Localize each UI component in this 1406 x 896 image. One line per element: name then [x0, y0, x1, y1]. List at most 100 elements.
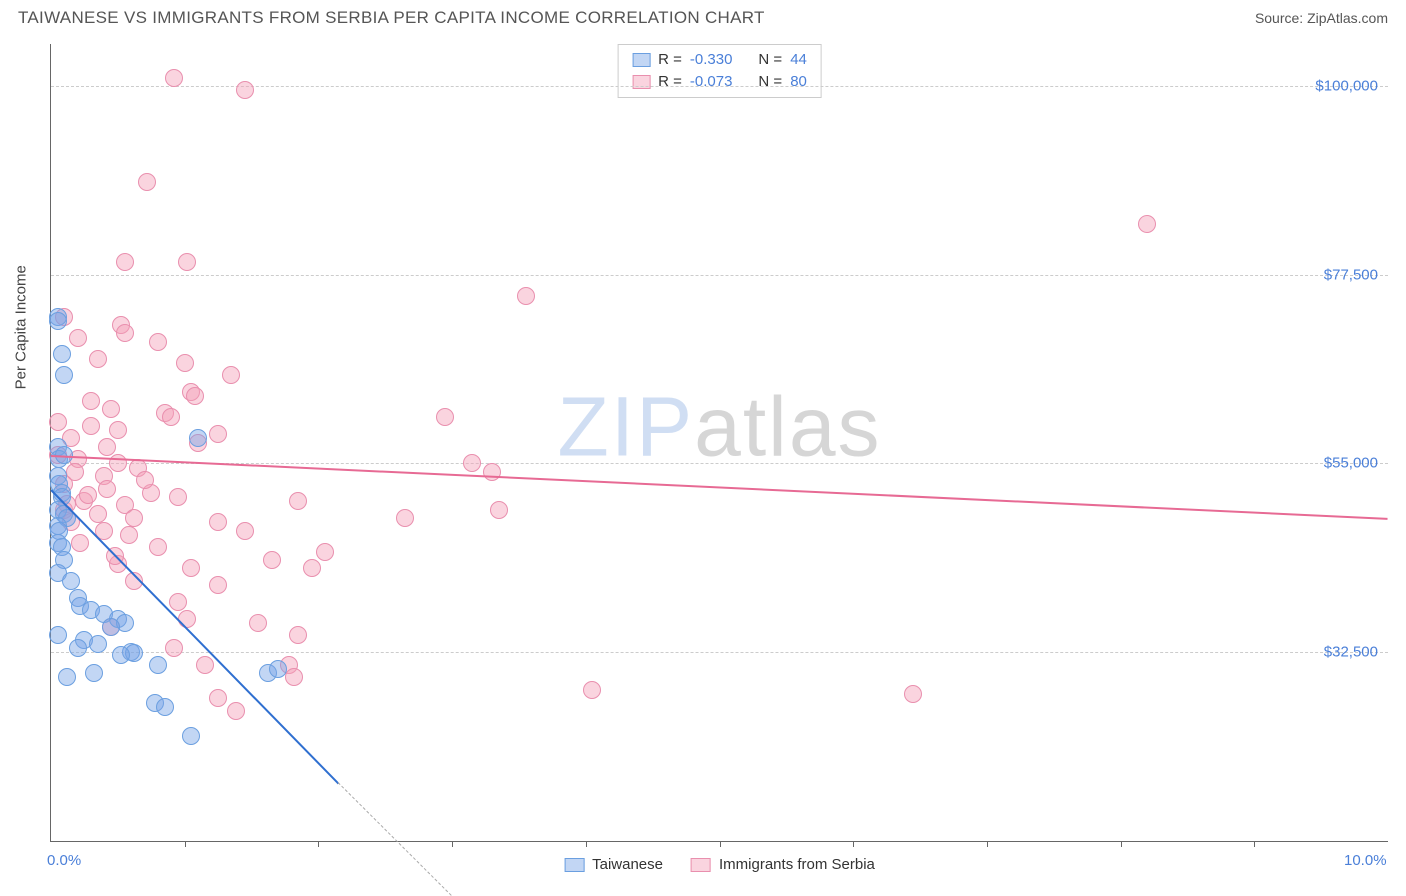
taiwanese-point: [55, 366, 73, 384]
serbia-point: [289, 492, 307, 510]
serbia-point: [82, 417, 100, 435]
serbia-point: [120, 526, 138, 544]
legend-item: Taiwanese: [564, 856, 663, 873]
scatter-chart: Per Capita Income ZIPatlas R =-0.330N =4…: [50, 44, 1388, 842]
n-label: N =: [758, 71, 782, 93]
legend-item: Immigrants from Serbia: [691, 856, 875, 873]
serbia-point: [165, 69, 183, 87]
serbia-point: [517, 287, 535, 305]
serbia-point: [162, 408, 180, 426]
chart-title: TAIWANESE VS IMMIGRANTS FROM SERBIA PER …: [18, 8, 765, 28]
taiwanese-point: [49, 312, 67, 330]
n-value: 44: [790, 49, 807, 71]
serbia-point: [483, 463, 501, 481]
serbia-point: [49, 413, 67, 431]
serbia-point: [285, 668, 303, 686]
serbia-point: [583, 681, 601, 699]
x-tick: [586, 841, 587, 847]
serbia-point: [186, 387, 204, 405]
serbia-point: [263, 551, 281, 569]
x-tick: [853, 841, 854, 847]
r-label: R =: [658, 49, 682, 71]
taiwanese-point: [269, 660, 287, 678]
trend-line: [51, 455, 1388, 520]
taiwanese-point: [53, 345, 71, 363]
serbia-point: [209, 689, 227, 707]
x-tick: [185, 841, 186, 847]
serbia-point: [79, 486, 97, 504]
y-axis-title: Per Capita Income: [13, 265, 30, 389]
serbia-point: [490, 501, 508, 519]
x-tick: [720, 841, 721, 847]
serbia-point: [82, 392, 100, 410]
watermark-atlas: atlas: [694, 379, 881, 473]
serbia-point: [209, 425, 227, 443]
serbia-point: [136, 471, 154, 489]
y-tick-label: $100,000: [1315, 77, 1378, 94]
serbia-point: [289, 626, 307, 644]
chart-source: Source: ZipAtlas.com: [1255, 10, 1388, 26]
n-value: 80: [790, 71, 807, 93]
x-tick: [1121, 841, 1122, 847]
serbia-point: [69, 329, 87, 347]
serbia-point: [169, 593, 187, 611]
stats-row: R = -0.073 N = 80: [632, 71, 807, 93]
serbia-point: [1138, 215, 1156, 233]
serbia-point: [209, 576, 227, 594]
serbia-point: [116, 253, 134, 271]
taiwanese-point: [62, 572, 80, 590]
serbia-point: [116, 324, 134, 342]
taiwanese-point: [182, 727, 200, 745]
serbia-point: [109, 421, 127, 439]
taiwanese-point: [58, 668, 76, 686]
serbia-point: [236, 81, 254, 99]
serbia-point: [182, 559, 200, 577]
serbia-point: [125, 509, 143, 527]
taiwanese-point: [49, 626, 67, 644]
y-tick-label: $77,500: [1324, 266, 1378, 283]
serbia-point: [102, 400, 120, 418]
n-label: N =: [758, 49, 782, 71]
legend-swatch: [564, 858, 584, 872]
serbia-point: [463, 454, 481, 472]
serbia-point: [303, 559, 321, 577]
serbia-point: [71, 534, 89, 552]
serbia-point: [249, 614, 267, 632]
r-value: -0.073: [690, 71, 733, 93]
x-tick-label: 0.0%: [47, 852, 81, 869]
taiwanese-point: [102, 618, 120, 636]
serbia-point: [222, 366, 240, 384]
source-name: ZipAtlas.com: [1307, 10, 1388, 26]
taiwanese-point: [112, 646, 130, 664]
x-tick: [318, 841, 319, 847]
legend-label: Taiwanese: [592, 856, 663, 873]
y-tick-label: $32,500: [1324, 644, 1378, 661]
chart-legend: Taiwanese Immigrants from Serbia: [564, 856, 875, 873]
taiwanese-point: [189, 429, 207, 447]
serbia-point: [236, 522, 254, 540]
y-tick-label: $55,000: [1324, 455, 1378, 472]
serbia-point: [227, 702, 245, 720]
gridline: [51, 652, 1388, 653]
serbia-point: [178, 253, 196, 271]
r-label: R =: [658, 71, 682, 93]
stats-row: R =-0.330N =44: [632, 49, 807, 71]
taiwanese-point: [89, 635, 107, 653]
serbia-point: [396, 509, 414, 527]
watermark: ZIPatlas: [557, 378, 881, 475]
serbia-point: [196, 656, 214, 674]
serbia-point: [138, 173, 156, 191]
taiwanese-point: [156, 698, 174, 716]
serbia-point: [98, 480, 116, 498]
gridline: [51, 275, 1388, 276]
x-tick: [1254, 841, 1255, 847]
source-label: Source:: [1255, 10, 1307, 26]
serbia-point: [149, 538, 167, 556]
serbia-point: [176, 354, 194, 372]
serbia-point: [165, 639, 183, 657]
x-tick: [987, 841, 988, 847]
serbia-point: [904, 685, 922, 703]
trend-line: [338, 782, 452, 896]
taiwanese-point: [69, 639, 87, 657]
serbia-point: [209, 513, 227, 531]
